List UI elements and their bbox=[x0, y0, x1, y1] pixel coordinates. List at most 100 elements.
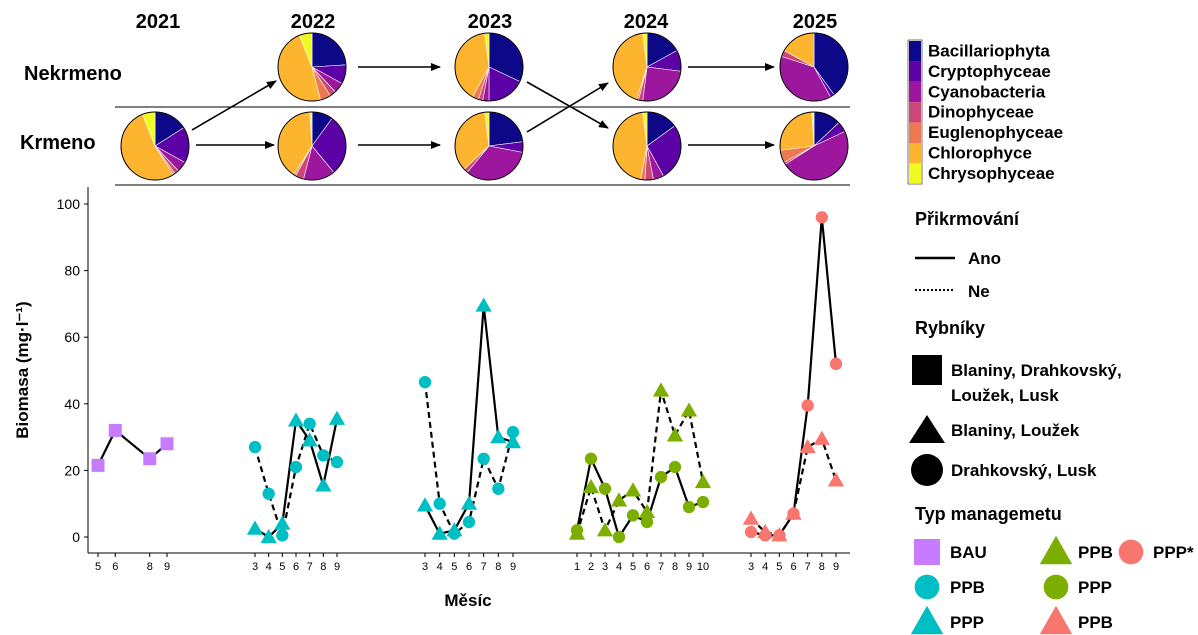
typ-legend-shape-pppstar bbox=[1118, 539, 1144, 565]
x-tick-label: 5 bbox=[451, 561, 457, 573]
pie-outline bbox=[779, 32, 849, 102]
typ-legend-shape-bau bbox=[914, 539, 940, 565]
y-tick-label: 60 bbox=[64, 329, 80, 345]
x-tick-label: 6 bbox=[466, 561, 472, 573]
data-point-2024-circle bbox=[696, 495, 710, 509]
data-point-2022-triangle bbox=[287, 412, 305, 427]
x-tick-label: 6 bbox=[644, 561, 650, 573]
legend-swatch-chrysophyceae bbox=[909, 163, 921, 184]
pie-outline bbox=[120, 111, 190, 181]
legend-swatch-cyanobacteria bbox=[909, 81, 921, 103]
year-label-2022: 2022 bbox=[291, 11, 336, 33]
pie-2023-krmeno bbox=[454, 111, 524, 181]
data-point-2023-circle bbox=[477, 452, 490, 465]
typ-legend-shape-ppp bbox=[1043, 574, 1069, 600]
series-line-2021-square bbox=[97, 428, 168, 466]
y-tick-label: 100 bbox=[57, 196, 81, 212]
x-tick-label: 8 bbox=[147, 561, 153, 573]
data-point-2024-triangle bbox=[666, 427, 684, 442]
data-point-2024-circle bbox=[654, 470, 668, 484]
x-tick-label: 8 bbox=[672, 561, 678, 573]
legend-label-ponds-triangle: Blaniny, Loužek bbox=[951, 421, 1080, 440]
legend-label-cyanobacteria: Cyanobacteria bbox=[928, 82, 1046, 101]
legend-label-ponds-square-1: Blaniny, Drahkovský, bbox=[951, 361, 1122, 380]
data-point-2022-triangle bbox=[301, 432, 318, 447]
y-tick-label: 0 bbox=[72, 529, 80, 545]
legend-label-bacillariophyta: Bacillariophyta bbox=[928, 42, 1050, 61]
data-point-2022-triangle bbox=[246, 520, 264, 535]
x-tick-label: 1 bbox=[574, 561, 580, 573]
legend-swatch-dinophyceae bbox=[909, 102, 921, 123]
x-tick-label: 9 bbox=[510, 561, 516, 573]
x-tick-label: 6 bbox=[790, 561, 796, 573]
pie-slice-bacillariophyta bbox=[488, 111, 524, 147]
pie-slice-chlorophyce bbox=[612, 111, 648, 180]
data-point-2025-triangle bbox=[827, 472, 845, 487]
group-legend: BacillariophytaCryptophyceaeCyanobacteri… bbox=[907, 39, 1063, 185]
typ-legend-shape-ppp bbox=[910, 605, 944, 635]
series-points bbox=[91, 211, 845, 544]
pie-outline bbox=[277, 32, 347, 102]
y-tick-label: 20 bbox=[64, 462, 80, 478]
pie-2023-nekrmeno bbox=[454, 32, 524, 102]
x-tick-label: 4 bbox=[762, 561, 768, 573]
group-legend-frame bbox=[907, 39, 923, 185]
year-label-2025: 2025 bbox=[793, 11, 838, 33]
pie-outline bbox=[779, 111, 849, 181]
pie-2024-krmeno bbox=[612, 111, 682, 181]
x-tick-label: 4 bbox=[437, 561, 443, 573]
x-tick-label: 3 bbox=[252, 561, 258, 573]
pie-slice-chlorophyce bbox=[779, 111, 815, 151]
data-point-2025-circle bbox=[744, 525, 758, 539]
x-tick-label: 9 bbox=[164, 561, 170, 573]
data-point-2022-circle bbox=[303, 417, 316, 430]
x-tick-label: 8 bbox=[495, 561, 501, 573]
data-point-2023-triangle bbox=[431, 525, 448, 540]
x-tick-label: 6 bbox=[293, 561, 299, 573]
year-label-2021: 2021 bbox=[136, 11, 181, 33]
data-point-2024-triangle bbox=[610, 492, 628, 507]
data-point-2025-circle bbox=[815, 211, 829, 224]
series-line-2024-circle bbox=[575, 455, 704, 540]
data-point-2024-triangle bbox=[624, 482, 642, 497]
year-label-2024: 2024 bbox=[624, 11, 669, 33]
pie-outline bbox=[612, 111, 682, 181]
typ-legend-shape-ppb bbox=[914, 574, 940, 600]
data-point-2024-triangle bbox=[582, 478, 600, 494]
data-point-2025-triangle bbox=[799, 438, 816, 454]
legend-title-rybniky: Rybníky bbox=[915, 318, 985, 338]
y-tick-label: 40 bbox=[64, 396, 80, 412]
y-tick-label: 80 bbox=[64, 263, 80, 279]
x-tick-label: 8 bbox=[819, 561, 825, 573]
typ-legend-label: PPB bbox=[950, 578, 985, 597]
data-point-2024-circle bbox=[626, 509, 640, 522]
data-point-2021-square bbox=[160, 437, 174, 451]
data-point-2022-triangle bbox=[274, 515, 291, 530]
data-point-2025-circle bbox=[829, 357, 843, 371]
x-axis-ticks: 5 6 8 9 3 4 5 6 7 8 9 3 4 5 6 7 8 9 1 2 3 4 5 6 7 8 9 10 3 4 5 6 7 8 9 bbox=[95, 553, 839, 573]
legend-shape-square bbox=[912, 355, 942, 385]
x-tick-label: 5 bbox=[279, 561, 285, 573]
legend-label-ponds-square-2: Loužek, Lusk bbox=[951, 386, 1059, 405]
row-label-krmeno: Krmeno bbox=[20, 132, 96, 154]
pie-outline bbox=[454, 32, 524, 102]
legend-title-typ: Typ managemetu bbox=[915, 504, 1062, 524]
legend-label-cryptophyceae: Cryptophyceae bbox=[928, 62, 1051, 81]
x-tick-label: 9 bbox=[833, 561, 839, 573]
x-tick-label: 8 bbox=[320, 561, 326, 573]
typ-legend-label: PPP bbox=[1078, 578, 1112, 597]
x-tick-label: 2 bbox=[588, 561, 594, 573]
x-tick-label: 3 bbox=[748, 561, 754, 573]
data-point-2022-triangle bbox=[260, 528, 277, 544]
legend-swatch-chlorophyce bbox=[909, 143, 921, 164]
data-point-2022-triangle bbox=[328, 410, 346, 425]
x-tick-label: 4 bbox=[616, 561, 622, 573]
y-axis-title: Biomasa (mg·l⁻¹) bbox=[13, 301, 32, 438]
legend-shape-triangle bbox=[909, 415, 945, 443]
pie-outline bbox=[612, 32, 682, 102]
legend-label-chlorophyce: Chlorophyce bbox=[928, 144, 1032, 163]
x-tick-label: 6 bbox=[112, 561, 118, 573]
year-label-2023: 2023 bbox=[468, 11, 513, 33]
legend-label-ano: Ano bbox=[968, 249, 1001, 268]
